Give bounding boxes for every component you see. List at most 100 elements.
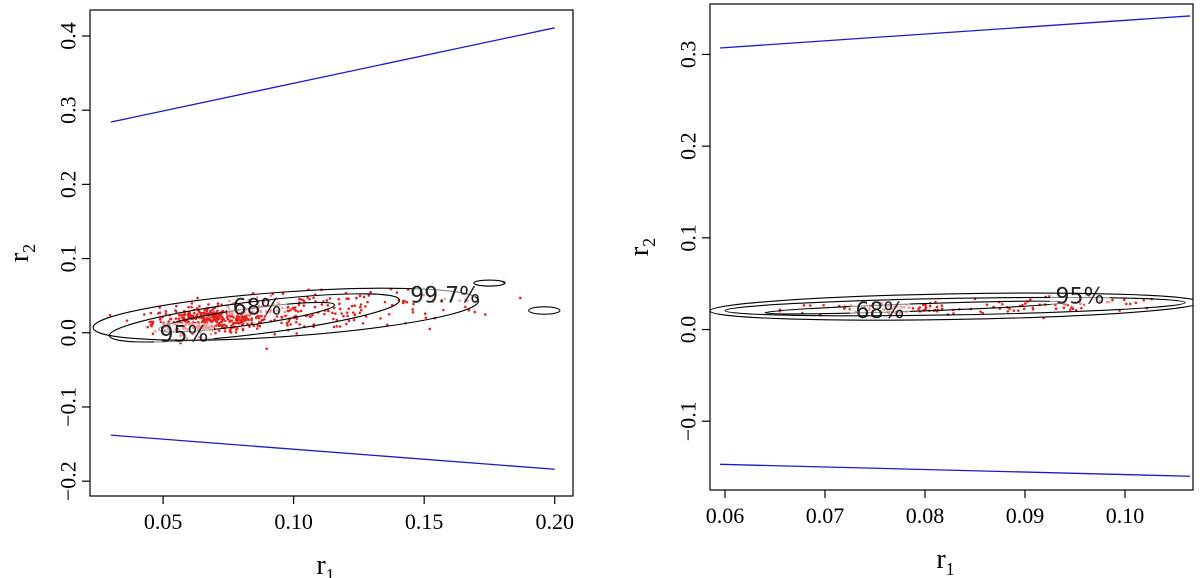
data-point (423, 312, 427, 315)
data-point (338, 325, 342, 328)
data-point (108, 313, 112, 317)
plot-area: 68%95% (710, 15, 1193, 477)
data-point (298, 323, 301, 326)
data-point (295, 332, 299, 335)
y-axis-label: r2 (624, 238, 659, 256)
data-point (387, 312, 391, 316)
data-point (473, 310, 477, 314)
y-tick-label: −0.1 (56, 387, 81, 427)
data-point (366, 300, 369, 304)
data-point (234, 331, 238, 334)
data-point (325, 299, 329, 302)
y-axis-label-sub: 2 (19, 244, 39, 253)
data-point (358, 305, 362, 309)
data-point (223, 319, 227, 323)
y-tick-label: 0.3 (56, 96, 81, 124)
data-point (313, 305, 317, 309)
data-point (1054, 307, 1058, 311)
bound-line-lower (719, 463, 1191, 477)
data-point (246, 322, 249, 326)
data-point (164, 312, 168, 315)
data-point (174, 317, 178, 320)
data-point (369, 290, 372, 294)
data-point (1134, 301, 1138, 305)
data-point (328, 297, 332, 300)
data-point (1012, 309, 1016, 312)
data-point (351, 311, 355, 314)
data-point (187, 316, 190, 319)
data-point (924, 303, 927, 307)
data-point (190, 305, 193, 309)
contour-line (528, 306, 561, 315)
data-point (146, 325, 149, 329)
data-point (985, 303, 989, 306)
data-point (362, 295, 366, 299)
data-point (1017, 309, 1020, 312)
data-point (302, 304, 306, 307)
y-tick-label: −0.2 (56, 461, 81, 501)
data-point (177, 313, 181, 317)
x-tick-label: 0.10 (274, 509, 313, 534)
data-point (822, 303, 825, 307)
data-point (216, 309, 219, 313)
data-point (401, 299, 405, 303)
y-tick-label: 0.4 (56, 22, 81, 50)
data-point (808, 304, 812, 307)
data-point (198, 304, 201, 308)
data-point (940, 307, 944, 311)
data-point (125, 319, 129, 322)
data-point (183, 313, 187, 317)
data-point (187, 305, 190, 309)
data-point (255, 315, 259, 319)
data-point (395, 291, 399, 294)
data-point (347, 297, 350, 300)
data-point (355, 296, 358, 300)
data-point (196, 313, 199, 316)
data-point (265, 347, 268, 351)
y-tick-label: 0.1 (676, 224, 701, 252)
data-point (335, 318, 339, 322)
data-point (405, 300, 409, 304)
data-point (217, 324, 221, 327)
data-point (289, 323, 292, 326)
data-point (350, 304, 354, 308)
data-point (295, 320, 298, 324)
data-point (1111, 298, 1114, 302)
contour-label-bg (227, 295, 288, 316)
data-point (360, 308, 363, 312)
panel-2: 0.06 0.07 0.08 0.09 0.10 −0.1 0.0 0.1 0.2 0.3 r1 r2… (624, 3, 1194, 578)
data-point (346, 314, 349, 318)
panel-1: 0.05 0.10 0.15 0.20 −0.2 −0.1 0.0 0.1 0.2 0.3 0.4 r… (4, 9, 574, 578)
data-point (175, 310, 178, 314)
data-point (205, 309, 209, 313)
data-point (229, 331, 233, 334)
bound-line-upper (719, 15, 1191, 49)
data-point (1062, 306, 1066, 309)
data-point (1008, 307, 1011, 311)
data-point (230, 324, 233, 328)
y-tick-label: 0.2 (56, 171, 81, 199)
data-point (142, 313, 146, 316)
data-point (285, 321, 289, 325)
data-point (191, 315, 195, 318)
bound-line-lower (110, 434, 555, 470)
data-point (164, 309, 168, 313)
data-point (352, 318, 356, 322)
x-tick-label: 0.20 (535, 509, 574, 534)
data-point (1071, 307, 1075, 311)
data-point (326, 303, 330, 307)
data-point (296, 310, 300, 313)
data-point (218, 317, 221, 320)
data-point (345, 311, 349, 314)
data-point (235, 328, 238, 331)
data-point (483, 313, 487, 316)
data-point (225, 324, 228, 328)
data-point (150, 324, 153, 328)
data-point (979, 310, 982, 313)
data-point (286, 324, 289, 327)
y-tick-label: 0.2 (676, 132, 701, 160)
plot-frame (89, 9, 574, 497)
data-point (361, 322, 365, 325)
x-tick-label: 0.05 (144, 509, 183, 534)
data-point (222, 317, 225, 321)
